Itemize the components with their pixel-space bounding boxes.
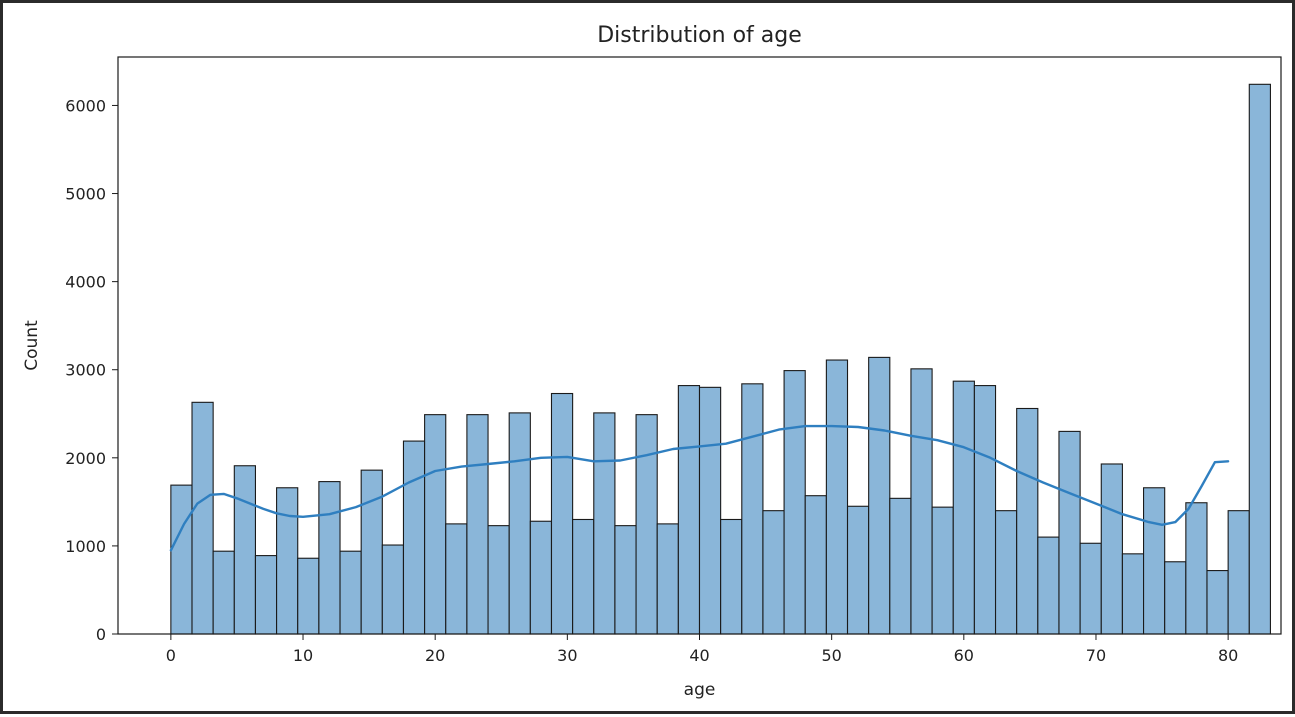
histogram-bar [318, 481, 341, 635]
histogram-bar [360, 469, 383, 635]
y-axis-label: Count [22, 320, 42, 371]
histogram-bar [572, 518, 595, 635]
y-tick-label: 4000 [65, 273, 106, 292]
histogram-bar [804, 495, 827, 635]
histogram-bar [1143, 487, 1166, 635]
histogram-bar [698, 386, 722, 635]
y-tick-label: 2000 [65, 449, 106, 468]
chart-title: Distribution of age [597, 23, 802, 48]
histogram-bar [508, 412, 531, 635]
histogram-chart: 0 10 20 30 40 50 60 70 80 0 1000 2000 3000 4000 5000 6… [22, 23, 1282, 700]
histogram-bar [1016, 407, 1039, 635]
kde-curve [169, 424, 1230, 552]
bars-group [170, 83, 1271, 635]
x-axis-ticks: 0 10 20 30 40 50 60 70 80 [166, 634, 1238, 665]
histogram-bar [466, 414, 489, 635]
y-tick-label: 3000 [65, 361, 106, 380]
histogram-bar [529, 520, 553, 635]
y-axis-ticks: 0 1000 2000 3000 4000 5000 6000 [65, 96, 118, 644]
histogram-bar [170, 484, 193, 635]
x-tick-label: 50 [821, 646, 841, 665]
histogram-bar [297, 557, 320, 635]
histogram-bar [424, 414, 447, 635]
histogram-bar [1037, 536, 1060, 635]
y-tick-label: 6000 [65, 96, 106, 115]
x-tick-label: 80 [1218, 646, 1238, 665]
histogram-bar [233, 465, 256, 635]
histogram-bar [994, 510, 1018, 635]
y-tick-label: 5000 [65, 185, 106, 204]
histogram-bar [910, 368, 933, 635]
histogram-bar [741, 383, 764, 635]
histogram-bar [1164, 561, 1187, 635]
x-tick-label: 30 [557, 646, 577, 665]
histogram-bar [677, 385, 701, 635]
histogram-bar [783, 370, 806, 635]
histogram-bar [1121, 553, 1145, 635]
histogram-bar [487, 525, 510, 635]
histogram-bar [445, 523, 468, 635]
y-tick-label: 0 [96, 625, 106, 644]
x-tick-label: 70 [1086, 646, 1106, 665]
histogram-bar [889, 497, 912, 635]
histogram-bar [614, 525, 637, 635]
histogram-bar [402, 440, 426, 635]
x-axis-label: age [684, 680, 716, 700]
histogram-bar [593, 412, 616, 635]
histogram-bar [931, 506, 954, 635]
histogram-bar [1185, 502, 1208, 635]
histogram-bar [1058, 430, 1081, 635]
x-tick-label: 0 [166, 646, 176, 665]
histogram-bar [656, 523, 679, 635]
histogram-bar [1248, 83, 1271, 635]
histogram-bar [868, 356, 891, 635]
histogram-bar [191, 401, 214, 635]
histogram-bar [952, 380, 975, 635]
histogram-bar [846, 505, 870, 635]
histogram-bar [381, 544, 405, 635]
histogram-bar [825, 359, 849, 635]
histogram-bar [1206, 570, 1229, 635]
histogram-bar [339, 550, 362, 635]
histogram-bar [635, 414, 658, 635]
histogram-bar [254, 555, 278, 635]
x-tick-label: 10 [293, 646, 313, 665]
histogram-bar [1100, 463, 1123, 635]
x-tick-label: 20 [425, 646, 445, 665]
histogram-bar [276, 487, 299, 635]
histogram-bar [720, 518, 743, 635]
y-tick-label: 1000 [65, 537, 106, 556]
histogram-bar [762, 510, 785, 635]
histogram-bar [212, 550, 235, 635]
histogram-bar [1079, 542, 1102, 635]
x-tick-label: 60 [954, 646, 974, 665]
x-tick-label: 40 [689, 646, 709, 665]
histogram-bar [550, 392, 574, 635]
histogram-bar [1227, 510, 1250, 635]
histogram-bar [973, 385, 997, 635]
